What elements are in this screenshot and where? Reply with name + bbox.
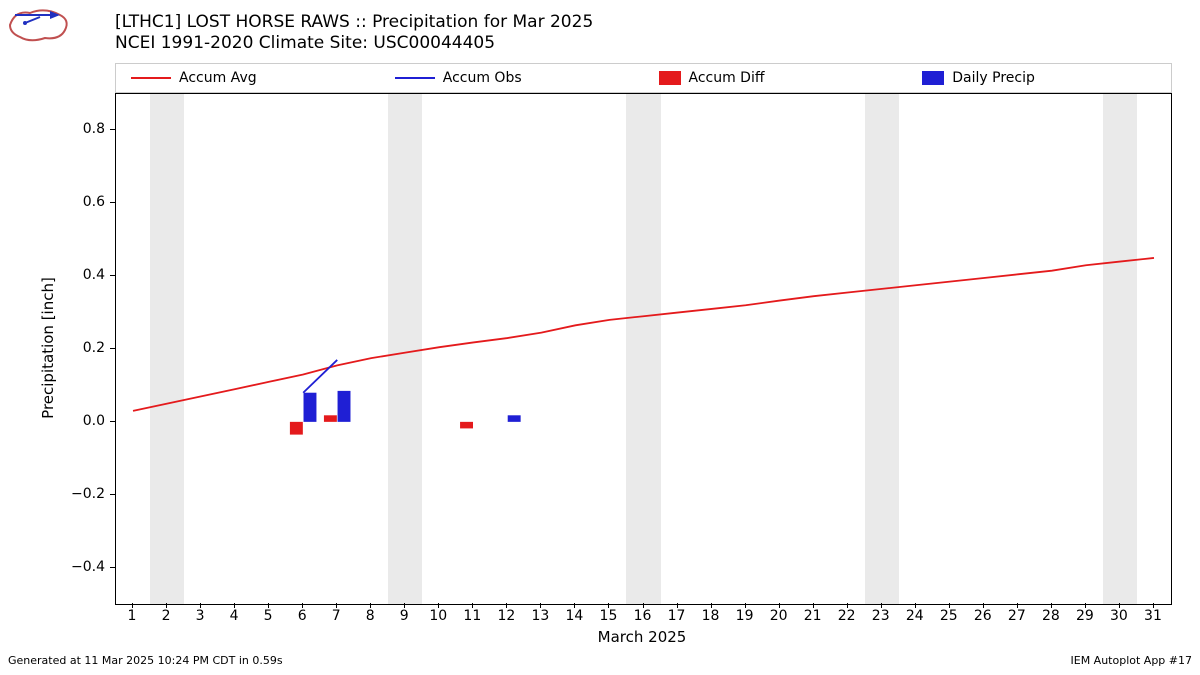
x-tick-label: 1 — [128, 608, 137, 624]
y-tick-label: 0.0 — [83, 413, 105, 429]
x-tick-label: 11 — [463, 608, 481, 624]
y-tick — [110, 421, 115, 422]
title-line2: NCEI 1991-2020 Climate Site: USC00044405 — [115, 33, 593, 54]
title-line1: [LTHC1] LOST HORSE RAWS :: Precipitation… — [115, 12, 593, 33]
legend-label: Accum Avg — [179, 70, 257, 86]
legend-rect-blue — [922, 71, 944, 85]
legend-label: Daily Precip — [952, 70, 1035, 86]
legend: Accum Avg Accum Obs Accum Diff Daily Pre… — [115, 63, 1172, 93]
x-tick-label: 17 — [668, 608, 686, 624]
y-tick — [110, 275, 115, 276]
x-axis-label: March 2025 — [598, 628, 687, 646]
accum-obs-line — [303, 360, 337, 393]
y-tick-label: −0.4 — [71, 559, 105, 575]
accum-diff-bar — [324, 415, 337, 422]
x-tick-label: 3 — [196, 608, 205, 624]
x-tick-label: 10 — [429, 608, 447, 624]
y-axis-label: Precipitation [inch] — [39, 277, 57, 419]
legend-daily-precip: Daily Precip — [907, 70, 1171, 86]
y-tick — [110, 129, 115, 130]
x-tick-label: 6 — [298, 608, 307, 624]
x-tick-label: 23 — [872, 608, 890, 624]
legend-label: Accum Diff — [689, 70, 765, 86]
x-tick-label: 9 — [400, 608, 409, 624]
plot-svg — [116, 94, 1171, 604]
accum-diff-bar — [460, 422, 473, 429]
y-tick-label: 0.8 — [83, 121, 105, 137]
iem-logo — [5, 5, 75, 49]
x-tick-label: 7 — [332, 608, 341, 624]
x-tick-label: 14 — [566, 608, 584, 624]
y-tick — [110, 348, 115, 349]
accum-avg-line — [133, 258, 1154, 411]
x-tick-label: 20 — [770, 608, 788, 624]
x-tick-label: 5 — [264, 608, 273, 624]
x-tick-label: 29 — [1076, 608, 1094, 624]
x-tick-label: 24 — [906, 608, 924, 624]
y-tick — [110, 494, 115, 495]
y-tick-label: −0.2 — [71, 486, 105, 502]
x-tick-label: 18 — [702, 608, 720, 624]
legend-accum-obs: Accum Obs — [380, 70, 644, 86]
daily-precip-bar — [338, 391, 351, 422]
daily-precip-bar — [508, 415, 521, 422]
accum-diff-bar — [290, 422, 303, 435]
x-tick-label: 21 — [804, 608, 822, 624]
legend-line-blue — [395, 77, 435, 79]
chart-title: [LTHC1] LOST HORSE RAWS :: Precipitation… — [115, 12, 593, 55]
plot-area — [115, 93, 1172, 605]
x-tick-label: 30 — [1110, 608, 1128, 624]
legend-line-red — [131, 77, 171, 79]
footer-app: IEM Autoplot App #17 — [1071, 654, 1193, 667]
legend-accum-avg: Accum Avg — [116, 70, 380, 86]
x-tick-label: 15 — [600, 608, 618, 624]
footer-generated: Generated at 11 Mar 2025 10:24 PM CDT in… — [8, 654, 283, 667]
y-tick — [110, 567, 115, 568]
x-tick-label: 12 — [497, 608, 515, 624]
y-tick-label: 0.6 — [83, 194, 105, 210]
y-tick-label: 0.2 — [83, 340, 105, 356]
x-tick-label: 19 — [736, 608, 754, 624]
x-tick-label: 26 — [974, 608, 992, 624]
x-tick-label: 25 — [940, 608, 958, 624]
x-tick-label: 2 — [162, 608, 171, 624]
x-tick-label: 13 — [531, 608, 549, 624]
legend-rect-red — [659, 71, 681, 85]
x-tick-label: 28 — [1042, 608, 1060, 624]
x-tick-label: 31 — [1144, 608, 1162, 624]
legend-accum-diff: Accum Diff — [644, 70, 908, 86]
x-tick-label: 22 — [838, 608, 856, 624]
x-tick-label: 4 — [230, 608, 239, 624]
x-tick-label: 16 — [634, 608, 652, 624]
x-tick-label: 27 — [1008, 608, 1026, 624]
legend-label: Accum Obs — [443, 70, 522, 86]
daily-precip-bar — [304, 393, 317, 422]
y-tick-label: 0.4 — [83, 267, 105, 283]
x-tick-label: 8 — [366, 608, 375, 624]
y-tick — [110, 202, 115, 203]
